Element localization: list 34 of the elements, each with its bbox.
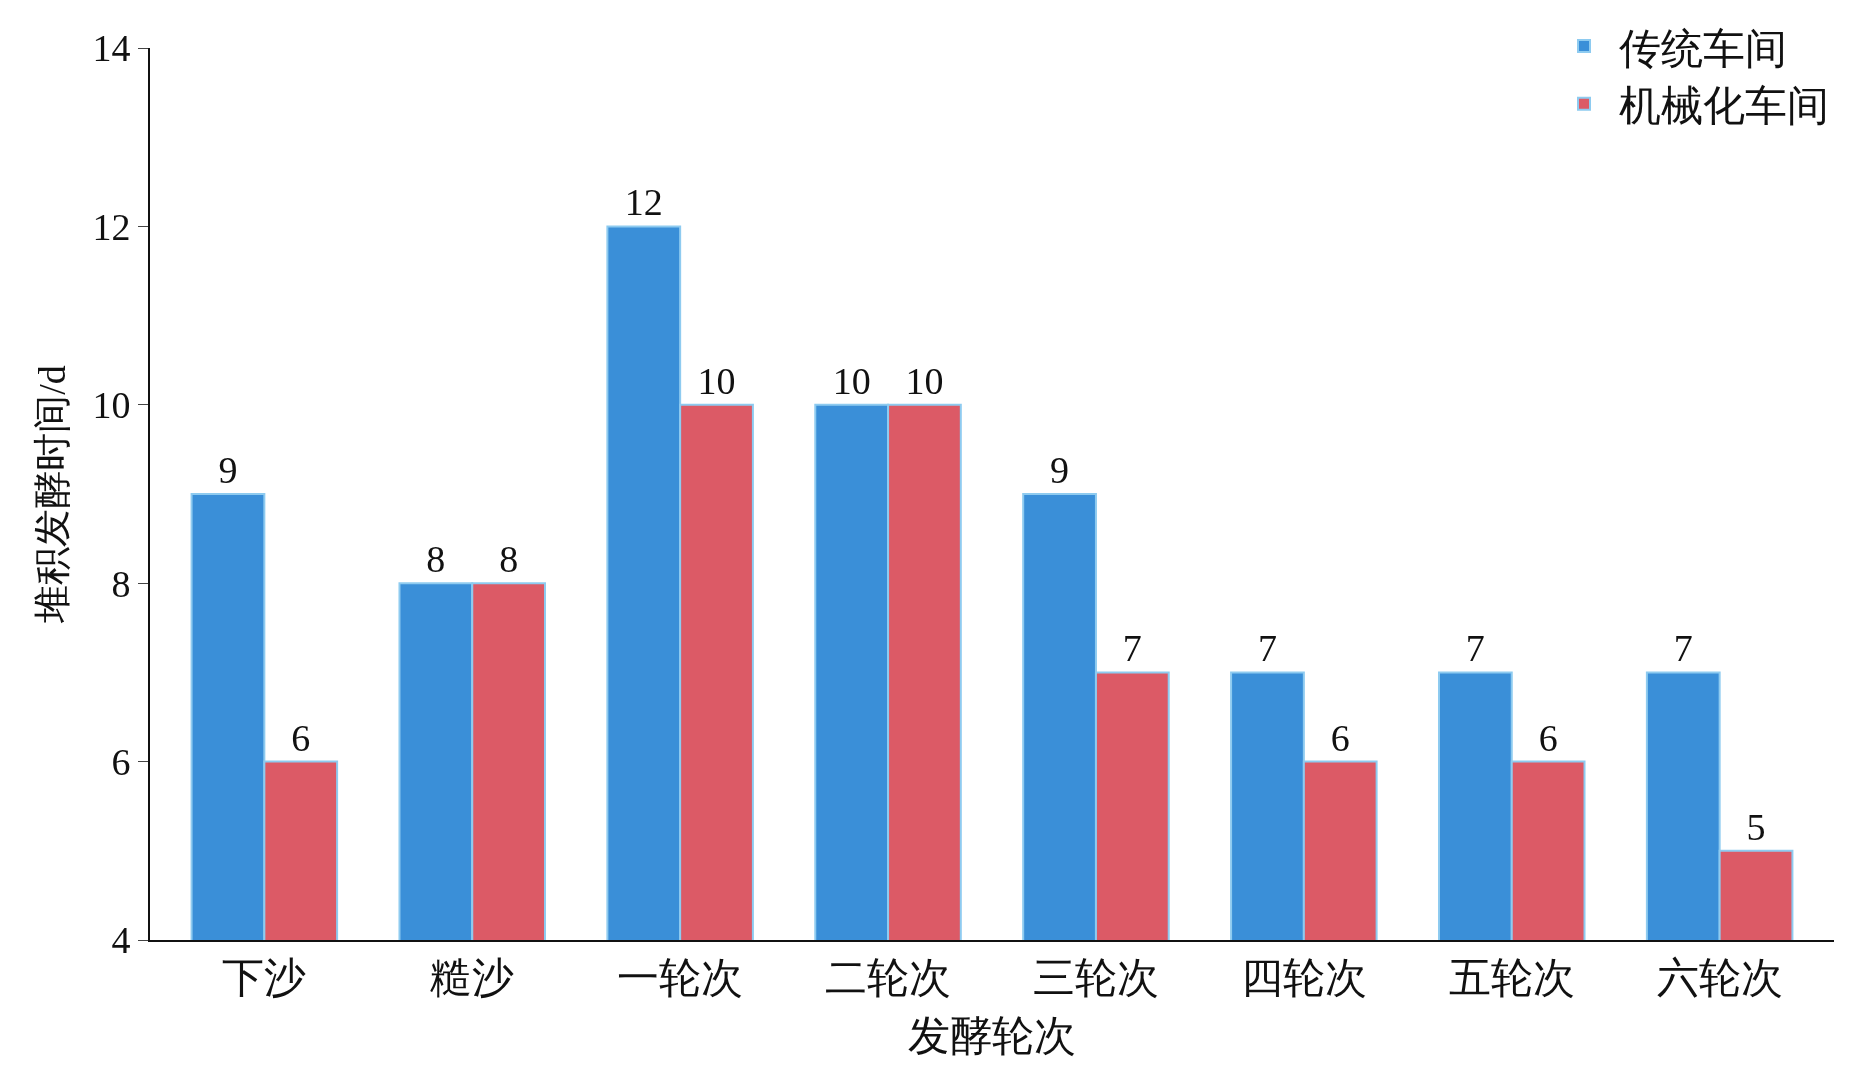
y-tick-label: 4 <box>111 919 131 962</box>
data-label: 6 <box>291 716 311 759</box>
x-tick-label: 一轮次 <box>617 955 744 1002</box>
x-tick-label: 二轮次 <box>825 955 952 1002</box>
data-label: 7 <box>1122 627 1142 670</box>
data-label: 8 <box>426 538 446 581</box>
y-axis-title: 堆积发酵时间/d <box>31 365 74 624</box>
data-label: 7 <box>1673 627 1693 670</box>
x-tick-label: 四轮次 <box>1240 955 1367 1002</box>
data-label: 5 <box>1746 805 1766 848</box>
x-tick-label: 五轮次 <box>1448 955 1575 1002</box>
y-tick-label: 6 <box>111 740 131 783</box>
data-label: 10 <box>832 359 871 402</box>
x-axis-title: 发酵轮次 <box>908 1012 1076 1059</box>
y-tick-label: 12 <box>92 205 131 248</box>
data-label: 9 <box>218 449 238 491</box>
y-tick-label: 14 <box>92 27 131 70</box>
y-tick-label: 8 <box>111 562 131 605</box>
data-label: 9 <box>1050 449 1070 491</box>
data-label: 7 <box>1257 627 1277 670</box>
data-label: 6 <box>1538 716 1558 759</box>
data-label: 10 <box>905 359 944 402</box>
x-tick-label: 下沙 <box>222 955 307 1002</box>
legend-label: 机械化车间 <box>1619 83 1829 130</box>
x-tick-label: 六轮次 <box>1656 955 1783 1002</box>
data-label: 7 <box>1465 627 1485 670</box>
x-tick-label: 三轮次 <box>1032 955 1159 1002</box>
legend-label: 传统车间 <box>1619 25 1787 72</box>
x-tick-label: 糙沙 <box>430 955 515 1002</box>
data-label: 8 <box>499 538 519 581</box>
data-label: 6 <box>1330 716 1350 759</box>
data-label: 10 <box>697 359 736 402</box>
y-tick-label: 10 <box>92 384 131 427</box>
data-label: 12 <box>624 181 663 224</box>
